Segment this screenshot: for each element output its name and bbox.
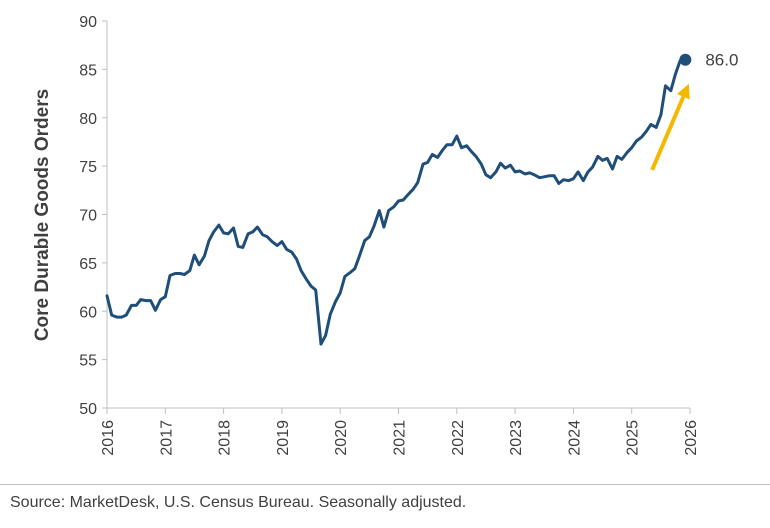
- y-tick-label: 65: [79, 256, 97, 273]
- y-tick-label: 50: [79, 401, 97, 418]
- trend-arrow-shaft: [650, 95, 686, 171]
- x-tick-label: 2019: [275, 420, 292, 456]
- y-tick-label: 85: [79, 62, 97, 79]
- x-tick-label: 2022: [450, 420, 467, 456]
- y-tick-label: 55: [79, 353, 97, 370]
- x-tick-label: 2021: [392, 420, 409, 456]
- series-line: [105, 58, 687, 346]
- x-tick-label: 2018: [217, 420, 234, 456]
- x-axis-ticks: 2016 2017 2018 2019 2020 2021 2022 2023 2024 2025…: [100, 408, 700, 456]
- x-tick-label: 2017: [158, 420, 175, 456]
- trend-arrow-icon: [650, 83, 690, 171]
- footer-divider: [0, 484, 770, 485]
- y-tick-label: 90: [79, 14, 97, 31]
- x-tick-label: 2026: [683, 420, 700, 456]
- end-point-marker: [679, 53, 692, 66]
- x-tick-label: 2023: [508, 420, 525, 456]
- source-note: Source: MarketDesk, U.S. Census Bureau. …: [10, 494, 467, 511]
- y-tick-label: 60: [79, 304, 97, 321]
- y-tick-label: 80: [79, 111, 97, 128]
- x-tick-label: 2024: [566, 420, 583, 456]
- x-tick-label: 2020: [333, 420, 350, 456]
- trend-arrow-head: [676, 83, 690, 100]
- y-axis-ticks: 50 55 60 65 70 75 80 85 90: [79, 14, 107, 418]
- x-tick-label: 2025: [625, 420, 642, 456]
- x-tick-label: 2016: [100, 420, 117, 456]
- y-tick-label: 75: [79, 159, 97, 176]
- y-tick-label: 70: [79, 208, 97, 225]
- end-value-label: 86.0: [705, 51, 738, 70]
- y-axis-label: Core Durable Goods Orders: [32, 89, 53, 341]
